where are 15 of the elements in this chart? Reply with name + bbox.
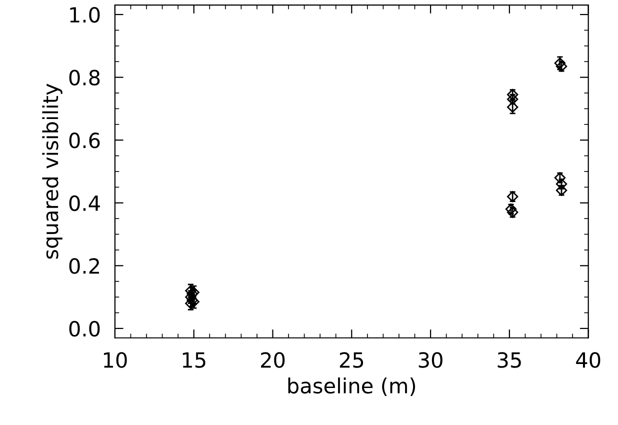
x-tick-label: 30 — [418, 352, 442, 368]
y-tick-label: 0.0 — [69, 320, 100, 337]
y-tick-label: 0.6 — [69, 132, 100, 148]
x-tick-label: 10 — [104, 352, 127, 368]
x-tick-label: 20 — [261, 352, 285, 368]
y-tick-label: 0.4 — [69, 195, 100, 212]
y-tick-label: 0.8 — [69, 70, 100, 86]
y-tick-label: 0.2 — [69, 258, 99, 274]
x-tick-label: 35 — [498, 352, 521, 368]
x-tick-label: 25 — [340, 352, 364, 368]
x-tick-label: 40 — [576, 352, 600, 368]
x-axis-title: baseline (m) — [288, 377, 416, 396]
y-tick-label: 1.0 — [70, 6, 100, 23]
x-tick-label: 15 — [182, 352, 206, 368]
y-axis-title: squared visibility — [42, 84, 62, 259]
